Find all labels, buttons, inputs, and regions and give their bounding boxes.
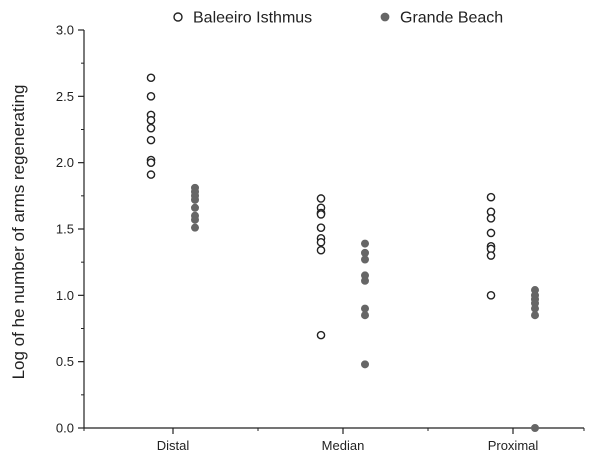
baleeiro-isthmus-point (316, 194, 326, 203)
grande-beach-point (531, 423, 540, 432)
grande-beach-point (360, 248, 369, 257)
baleeiro-isthmus-point (486, 214, 496, 223)
baleeiro-isthmus-point (486, 291, 496, 300)
axes (78, 29, 585, 434)
x-tick-label: Distal (157, 438, 190, 453)
grande-beach-point (360, 239, 369, 248)
baleeiro-isthmus-point (316, 223, 326, 232)
baleeiro-isthmus-point (316, 330, 326, 340)
baleeiro-isthmus-point (146, 123, 156, 133)
y-tick-label: 2.5 (56, 89, 74, 104)
y-tick-label: 3.0 (56, 23, 74, 38)
y-tick-label: 2.0 (56, 155, 74, 170)
grande-beach-point (360, 276, 369, 285)
y-tick-label: 1.5 (56, 222, 74, 237)
baleeiro-isthmus-point (316, 245, 326, 255)
legend: Baleeiro Isthmus Grande Beach (173, 10, 503, 27)
baleeiro-isthmus-point (486, 192, 496, 202)
x-tick-labels: Distal Median Proximal (157, 438, 539, 453)
y-tick-label: 0.0 (56, 421, 74, 436)
legend-marker (173, 12, 183, 22)
grande-beach-point (531, 304, 540, 313)
baleeiro-isthmus-point (146, 115, 156, 125)
baleeiro-isthmus-point (146, 135, 156, 145)
grande-beach-point (360, 255, 369, 264)
legend-label: Grande Beach (400, 10, 503, 27)
baleeiro-isthmus-point (486, 228, 496, 238)
baleeiro-isthmus-point (146, 73, 156, 83)
baleeiro-isthmus-point (146, 158, 156, 167)
y-axis-label: Log of he number of arms regenerating (9, 85, 28, 380)
grande-beach-point (190, 195, 199, 204)
data-points (146, 73, 540, 432)
grande-beach-point (190, 223, 199, 232)
baleeiro-isthmus-point (146, 170, 156, 179)
legend-label: Baleeiro Isthmus (193, 10, 312, 27)
x-tick-label: Median (322, 438, 365, 453)
baleeiro-isthmus-point (316, 237, 326, 247)
grande-beach-point (531, 311, 540, 320)
baleeiro-isthmus-point (486, 251, 496, 260)
y-tick-labels: 0.0 0.5 1.0 1.5 2.0 2.5 3.0 (56, 23, 74, 436)
grande-beach-point (360, 311, 369, 320)
y-tick-label: 0.5 (56, 354, 74, 369)
x-tick-label: Proximal (488, 438, 539, 453)
grande-beach-point (190, 215, 199, 224)
y-tick-label: 1.0 (56, 288, 74, 303)
baleeiro-isthmus-point (316, 210, 326, 219)
grande-beach-point (360, 360, 369, 369)
grande-beach-point (190, 203, 199, 212)
baleeiro-isthmus-point (146, 92, 156, 101)
grande-beach-point (360, 304, 369, 313)
legend-marker (380, 12, 390, 22)
